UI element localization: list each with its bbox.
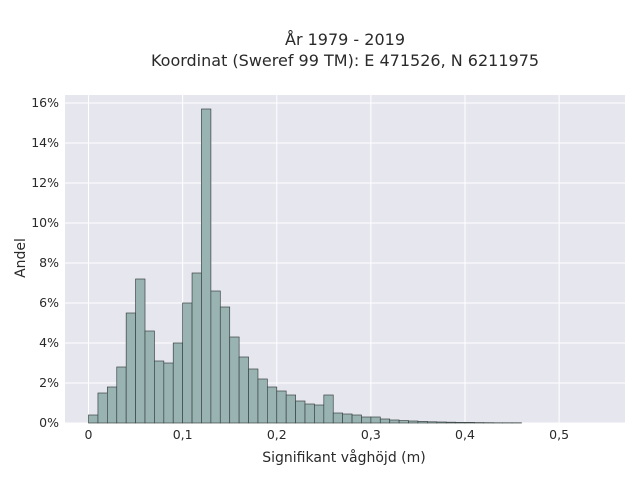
histogram-bar — [342, 413, 353, 424]
histogram-bar — [332, 412, 343, 424]
x-axis-label: Signifikant våghöjd (m) — [262, 449, 425, 466]
histogram-bar — [398, 420, 409, 424]
histogram-bar — [219, 306, 231, 424]
histogram-bar — [257, 378, 268, 424]
x-tick-label: 0,2 — [267, 427, 287, 442]
histogram-bar — [238, 356, 249, 424]
histogram-bar — [361, 416, 372, 424]
y-tick-label: 8% — [39, 255, 59, 270]
y-tick-label: 0% — [39, 415, 59, 430]
histogram-bar — [285, 394, 296, 424]
x-tick-label: 0,3 — [361, 427, 381, 442]
x-axis-ticks: 0 0,1 0,2 0,3 0,4 0,5 — [85, 427, 570, 442]
x-tick-label: 0,5 — [549, 427, 569, 442]
y-tick-label: 6% — [39, 295, 59, 310]
histogram-bar — [229, 336, 240, 424]
histogram-bar — [144, 330, 155, 424]
histogram-bar — [370, 416, 381, 424]
histogram-bar — [107, 386, 118, 424]
histogram-bar — [408, 420, 419, 424]
histogram-bar — [248, 368, 259, 424]
y-tick-label: 10% — [31, 215, 59, 230]
histogram-bar — [323, 394, 334, 424]
histogram-bar — [191, 272, 202, 424]
histogram-bar — [304, 403, 315, 424]
histogram-bars — [88, 108, 522, 424]
y-tick-label: 12% — [31, 175, 59, 190]
y-tick-label: 14% — [31, 135, 59, 150]
histogram-bar — [116, 366, 127, 424]
chart-title-line-1: År 1979 - 2019 — [285, 30, 405, 49]
histogram-bar — [427, 421, 438, 424]
y-tick-label: 4% — [39, 335, 59, 350]
histogram-bar — [135, 278, 146, 424]
histogram-bar — [276, 390, 287, 424]
y-tick-label: 2% — [39, 375, 59, 390]
histogram-bar — [163, 362, 174, 424]
y-axis-ticks: 0% 2% 4% 6% 8% 10% 12% 14% 16% — [31, 95, 59, 430]
histogram-bar — [417, 421, 428, 424]
histogram-bar — [154, 360, 165, 424]
x-tick-label: 0 — [85, 427, 93, 442]
histogram-bar — [182, 302, 193, 424]
histogram-bar — [445, 421, 456, 424]
chart-title-line-2: Koordinat (Sweref 99 TM): E 471526, N 62… — [151, 51, 539, 70]
y-axis-label: Andel — [13, 238, 29, 278]
histogram-bar — [97, 392, 108, 424]
y-tick-label: 16% — [31, 95, 59, 110]
x-tick-label: 0,1 — [173, 427, 193, 442]
histogram-bar — [314, 404, 325, 424]
histogram-bar — [351, 414, 362, 424]
histogram-bar — [210, 290, 221, 424]
histogram-bar — [464, 422, 475, 424]
histogram-bar — [88, 414, 99, 424]
histogram-bar — [125, 312, 136, 424]
histogram-bar — [201, 108, 212, 424]
histogram-bar — [389, 419, 400, 424]
histogram-bar — [455, 422, 466, 424]
histogram-bar — [436, 421, 447, 424]
histogram-bar — [172, 342, 183, 424]
histogram-bar — [295, 400, 306, 424]
histogram-bar — [267, 386, 278, 424]
x-tick-label: 0,4 — [455, 427, 475, 442]
histogram-bar — [379, 418, 391, 424]
